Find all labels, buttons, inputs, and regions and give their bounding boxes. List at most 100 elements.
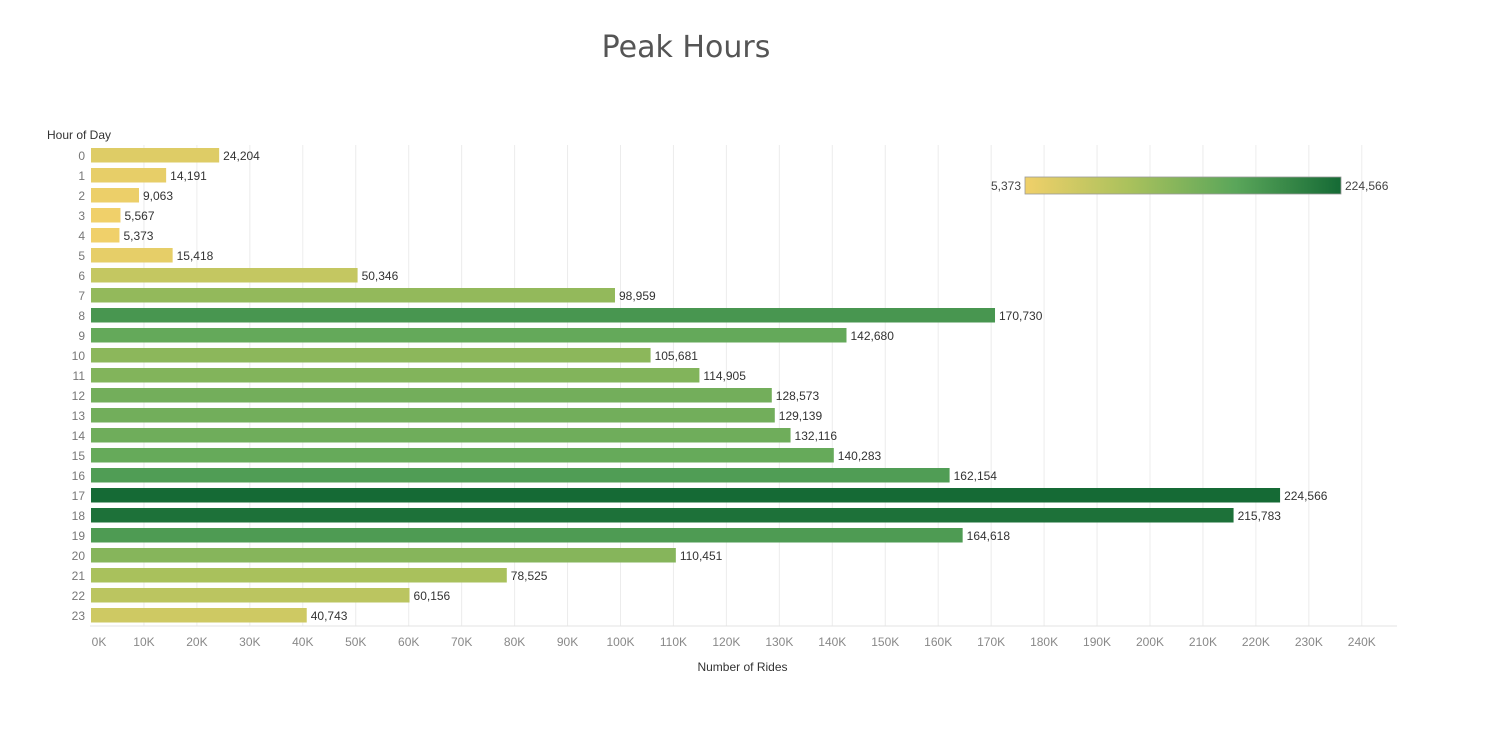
y-category-label: 17: [72, 489, 86, 503]
y-category-label: 20: [72, 549, 86, 563]
x-tick-label: 180K: [1030, 635, 1058, 649]
y-category-label: 16: [72, 469, 86, 483]
y-category-label: 1: [78, 169, 85, 183]
bar: [91, 468, 950, 483]
y-category-label: 22: [72, 589, 86, 603]
bar-value-label: 224,566: [1284, 489, 1328, 503]
y-category-label: 15: [72, 449, 86, 463]
bar: [91, 368, 700, 383]
x-tick-label: 100K: [606, 635, 634, 649]
legend-max-label: 224,566: [1345, 179, 1389, 193]
x-tick-label: 200K: [1136, 635, 1164, 649]
bar: [91, 308, 996, 323]
bar-value-label: 132,116: [795, 429, 838, 443]
bar-value-label: 98,959: [619, 289, 656, 303]
bar-value-label: 129,139: [779, 409, 823, 423]
bar: [91, 188, 139, 203]
y-category-label: 21: [72, 569, 86, 583]
x-tick-label: 210K: [1189, 635, 1217, 649]
y-category-label: 9: [78, 329, 85, 343]
y-category-label: 4: [78, 229, 85, 243]
x-tick-label: 80K: [504, 635, 525, 649]
y-category-label: 3: [78, 209, 85, 223]
x-tick-label: 60K: [398, 635, 419, 649]
y-category-label: 13: [72, 409, 86, 423]
y-category-label: 12: [72, 389, 86, 403]
bar: [91, 508, 1234, 523]
bar: [91, 268, 358, 283]
y-category-label: 7: [78, 289, 85, 303]
y-category-label: 14: [72, 429, 86, 443]
bar-value-label: 24,204: [223, 149, 260, 163]
bar-value-label: 110,451: [680, 549, 723, 563]
bar: [91, 568, 507, 583]
x-tick-label: 140K: [818, 635, 846, 649]
bar: [91, 328, 847, 343]
x-tick-label: 50K: [345, 635, 366, 649]
x-tick-label: 10K: [133, 635, 154, 649]
bar: [91, 288, 615, 303]
legend-min-label: 5,373: [991, 179, 1021, 193]
bar-value-label: 50,346: [362, 269, 399, 283]
y-category-label: 5: [78, 249, 85, 263]
bar-value-label: 128,573: [776, 389, 820, 403]
bar-value-label: 60,156: [414, 589, 451, 603]
x-tick-label: 70K: [451, 635, 472, 649]
bar-value-label: 5,567: [124, 209, 154, 223]
y-category-label: 18: [72, 509, 86, 523]
bar-value-label: 162,154: [954, 469, 998, 483]
x-tick-label: 160K: [924, 635, 952, 649]
x-tick-label: 150K: [871, 635, 899, 649]
x-tick-label: 30K: [239, 635, 260, 649]
y-category-label: 8: [78, 309, 85, 323]
y-category-label: 23: [72, 609, 86, 623]
x-tick-label: 0K: [92, 635, 107, 649]
bar: [91, 148, 220, 163]
y-category-label: 10: [72, 349, 86, 363]
x-axis-title: Number of Rides: [697, 660, 788, 674]
bar-value-label: 164,618: [967, 529, 1011, 543]
x-tick-label: 110K: [660, 635, 687, 649]
x-tick-label: 230K: [1295, 635, 1323, 649]
bar-value-label: 5,373: [123, 229, 153, 243]
bar-value-label: 9,063: [143, 189, 173, 203]
x-tick-label: 40K: [292, 635, 313, 649]
y-category-label: 19: [72, 529, 86, 543]
bar-value-label: 170,730: [999, 309, 1043, 323]
y-category-label: 11: [73, 369, 86, 383]
y-category-label: 2: [78, 189, 85, 203]
bar-value-label: 14,191: [170, 169, 207, 183]
bar: [91, 168, 167, 183]
chart-title: Peak Hours: [601, 30, 771, 65]
bar: [91, 548, 676, 563]
x-tick-label: 20K: [186, 635, 207, 649]
y-category-label: 6: [78, 269, 85, 283]
y-category-label: 0: [78, 149, 85, 163]
bar: [91, 428, 791, 443]
bar: [91, 348, 651, 363]
bar-value-label: 105,681: [655, 349, 699, 363]
bar-value-label: 40,743: [311, 609, 348, 623]
bar: [91, 528, 963, 543]
x-tick-label: 220K: [1242, 635, 1270, 649]
x-tick-label: 120K: [712, 635, 740, 649]
bar-value-label: 78,525: [511, 569, 548, 583]
bar: [91, 248, 173, 263]
bar-value-label: 215,783: [1238, 509, 1282, 523]
bar: [91, 488, 1281, 503]
bar: [91, 448, 834, 463]
bar: [91, 608, 307, 623]
y-axis-title: Hour of Day: [47, 128, 112, 142]
bar: [91, 388, 772, 403]
bar-value-label: 114,905: [703, 369, 746, 383]
bar: [91, 588, 410, 603]
bar: [91, 408, 775, 423]
bar-value-label: 142,680: [850, 329, 894, 343]
bar: [91, 208, 121, 223]
bar: [91, 228, 120, 243]
bar-value-label: 140,283: [838, 449, 882, 463]
x-tick-label: 90K: [557, 635, 578, 649]
x-tick-label: 240K: [1348, 635, 1376, 649]
